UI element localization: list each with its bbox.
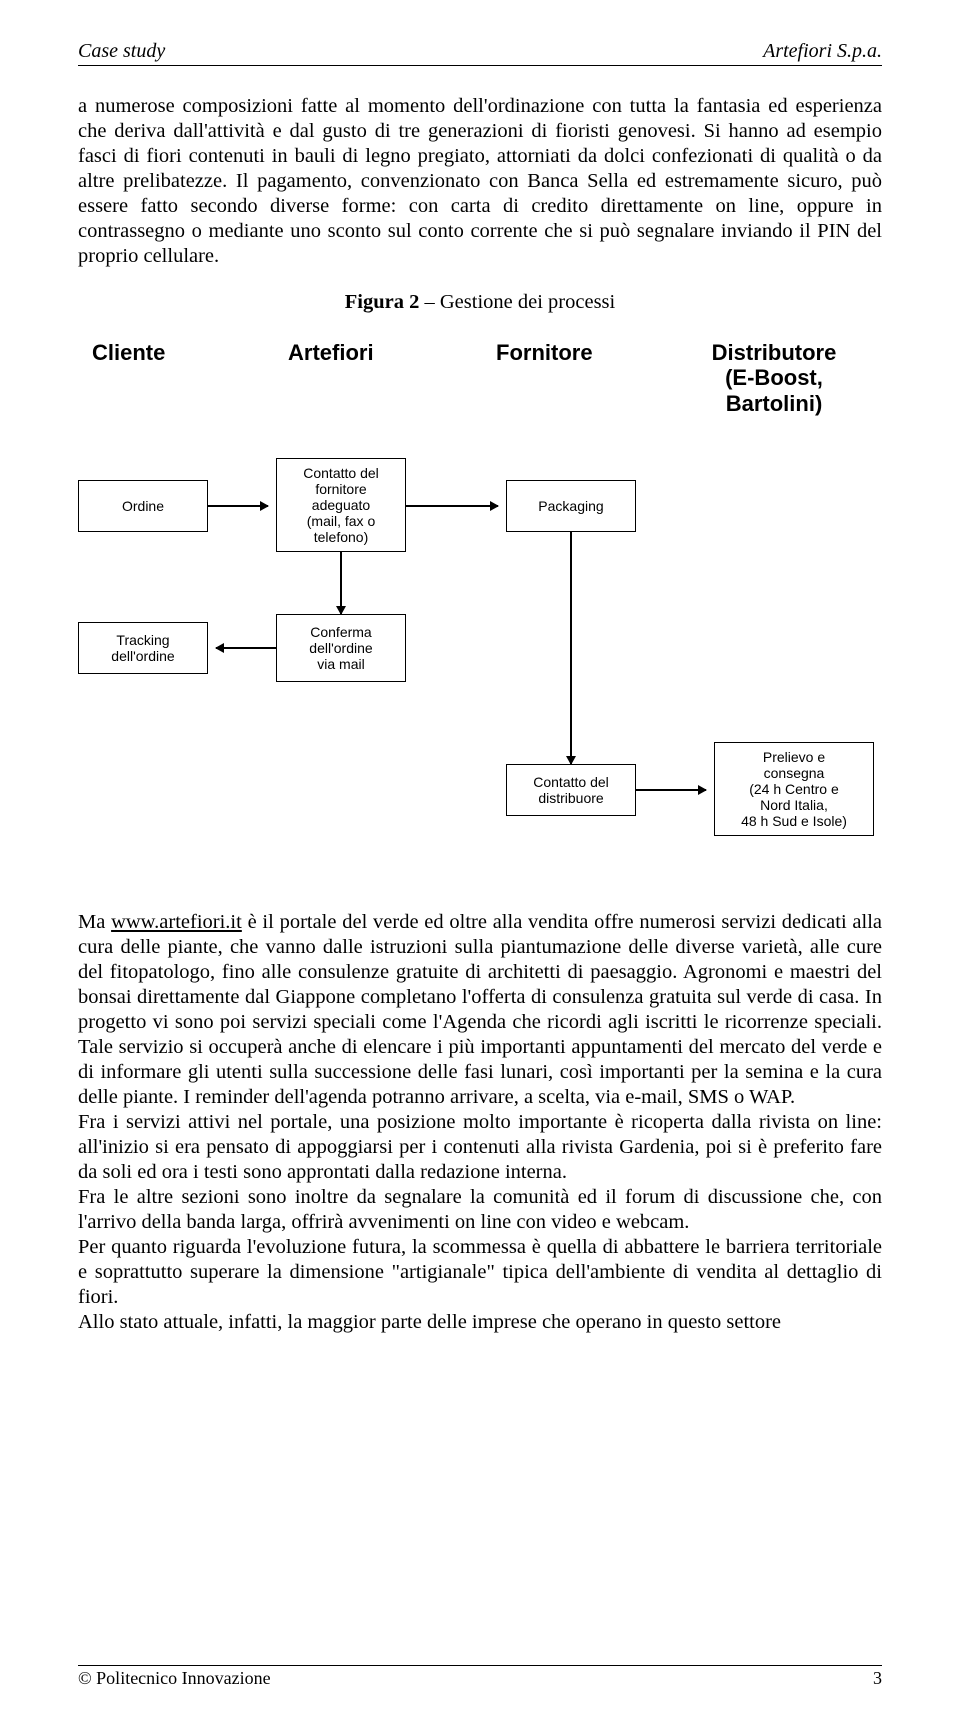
paragraph-2: Ma www.artefiori.it è il portale del ver… <box>78 910 882 1110</box>
node-tracking: Tracking dell'ordine <box>78 622 208 674</box>
paragraph-6: Allo stato attuale, infatti, la maggior … <box>78 1310 882 1335</box>
p2-prefix: Ma <box>78 911 111 933</box>
arrow-distr-prelievo <box>636 789 706 791</box>
node-contatto-fornitore: Contatto del fornitore adeguato (mail, f… <box>276 458 406 552</box>
paragraph-3: Fra i servizi attivi nel portale, una po… <box>78 1110 882 1185</box>
figure-title-rest: – Gestione dei processi <box>419 291 615 313</box>
node-packaging: Packaging <box>506 480 636 532</box>
paragraph-1: a numerose composizioni fatte al momento… <box>78 94 882 269</box>
page: Case study Artefiori S.p.a. a numerose c… <box>0 0 960 1719</box>
arrow-contatto-conferma <box>340 552 342 614</box>
page-footer: © Politecnico Innovazione 3 <box>78 1665 882 1689</box>
footer-page-number: 3 <box>873 1668 882 1689</box>
col-fornitore: Fornitore <box>496 340 593 366</box>
page-header: Case study Artefiori S.p.a. <box>78 40 882 66</box>
figure-title-bold: Figura 2 <box>345 291 420 313</box>
col-distributore: Distributore (E-Boost, Bartolini) <box>674 340 874 416</box>
node-ordine: Ordine <box>78 480 208 532</box>
figure-title: Figura 2 – Gestione dei processi <box>78 291 882 314</box>
arrow-ordine-contatto <box>208 505 268 507</box>
process-diagram: Cliente Artefiori Fornitore Distributore… <box>78 340 882 880</box>
node-prelievo: Prelievo e consegna (24 h Centro e Nord … <box>714 742 874 836</box>
header-right: Artefiori S.p.a. <box>763 40 882 63</box>
col-cliente: Cliente <box>92 340 165 366</box>
arrow-conferma-tracking <box>216 647 276 649</box>
footer-left: © Politecnico Innovazione <box>78 1668 271 1689</box>
node-conferma: Conferma dell'ordine via mail <box>276 614 406 682</box>
arrow-packaging-distr <box>570 532 572 764</box>
artefiori-link[interactable]: www.artefiori.it <box>111 911 242 933</box>
header-left: Case study <box>78 40 165 63</box>
paragraph-5: Per quanto riguarda l'evoluzione futura,… <box>78 1235 882 1310</box>
p2-body: è il portale del verde ed oltre alla ven… <box>78 911 882 1108</box>
paragraph-4: Fra le altre sezioni sono inoltre da seg… <box>78 1185 882 1235</box>
node-contatto-distr: Contatto del distribuore <box>506 764 636 816</box>
arrow-contatto-packaging <box>406 505 498 507</box>
col-artefiori: Artefiori <box>288 340 374 366</box>
